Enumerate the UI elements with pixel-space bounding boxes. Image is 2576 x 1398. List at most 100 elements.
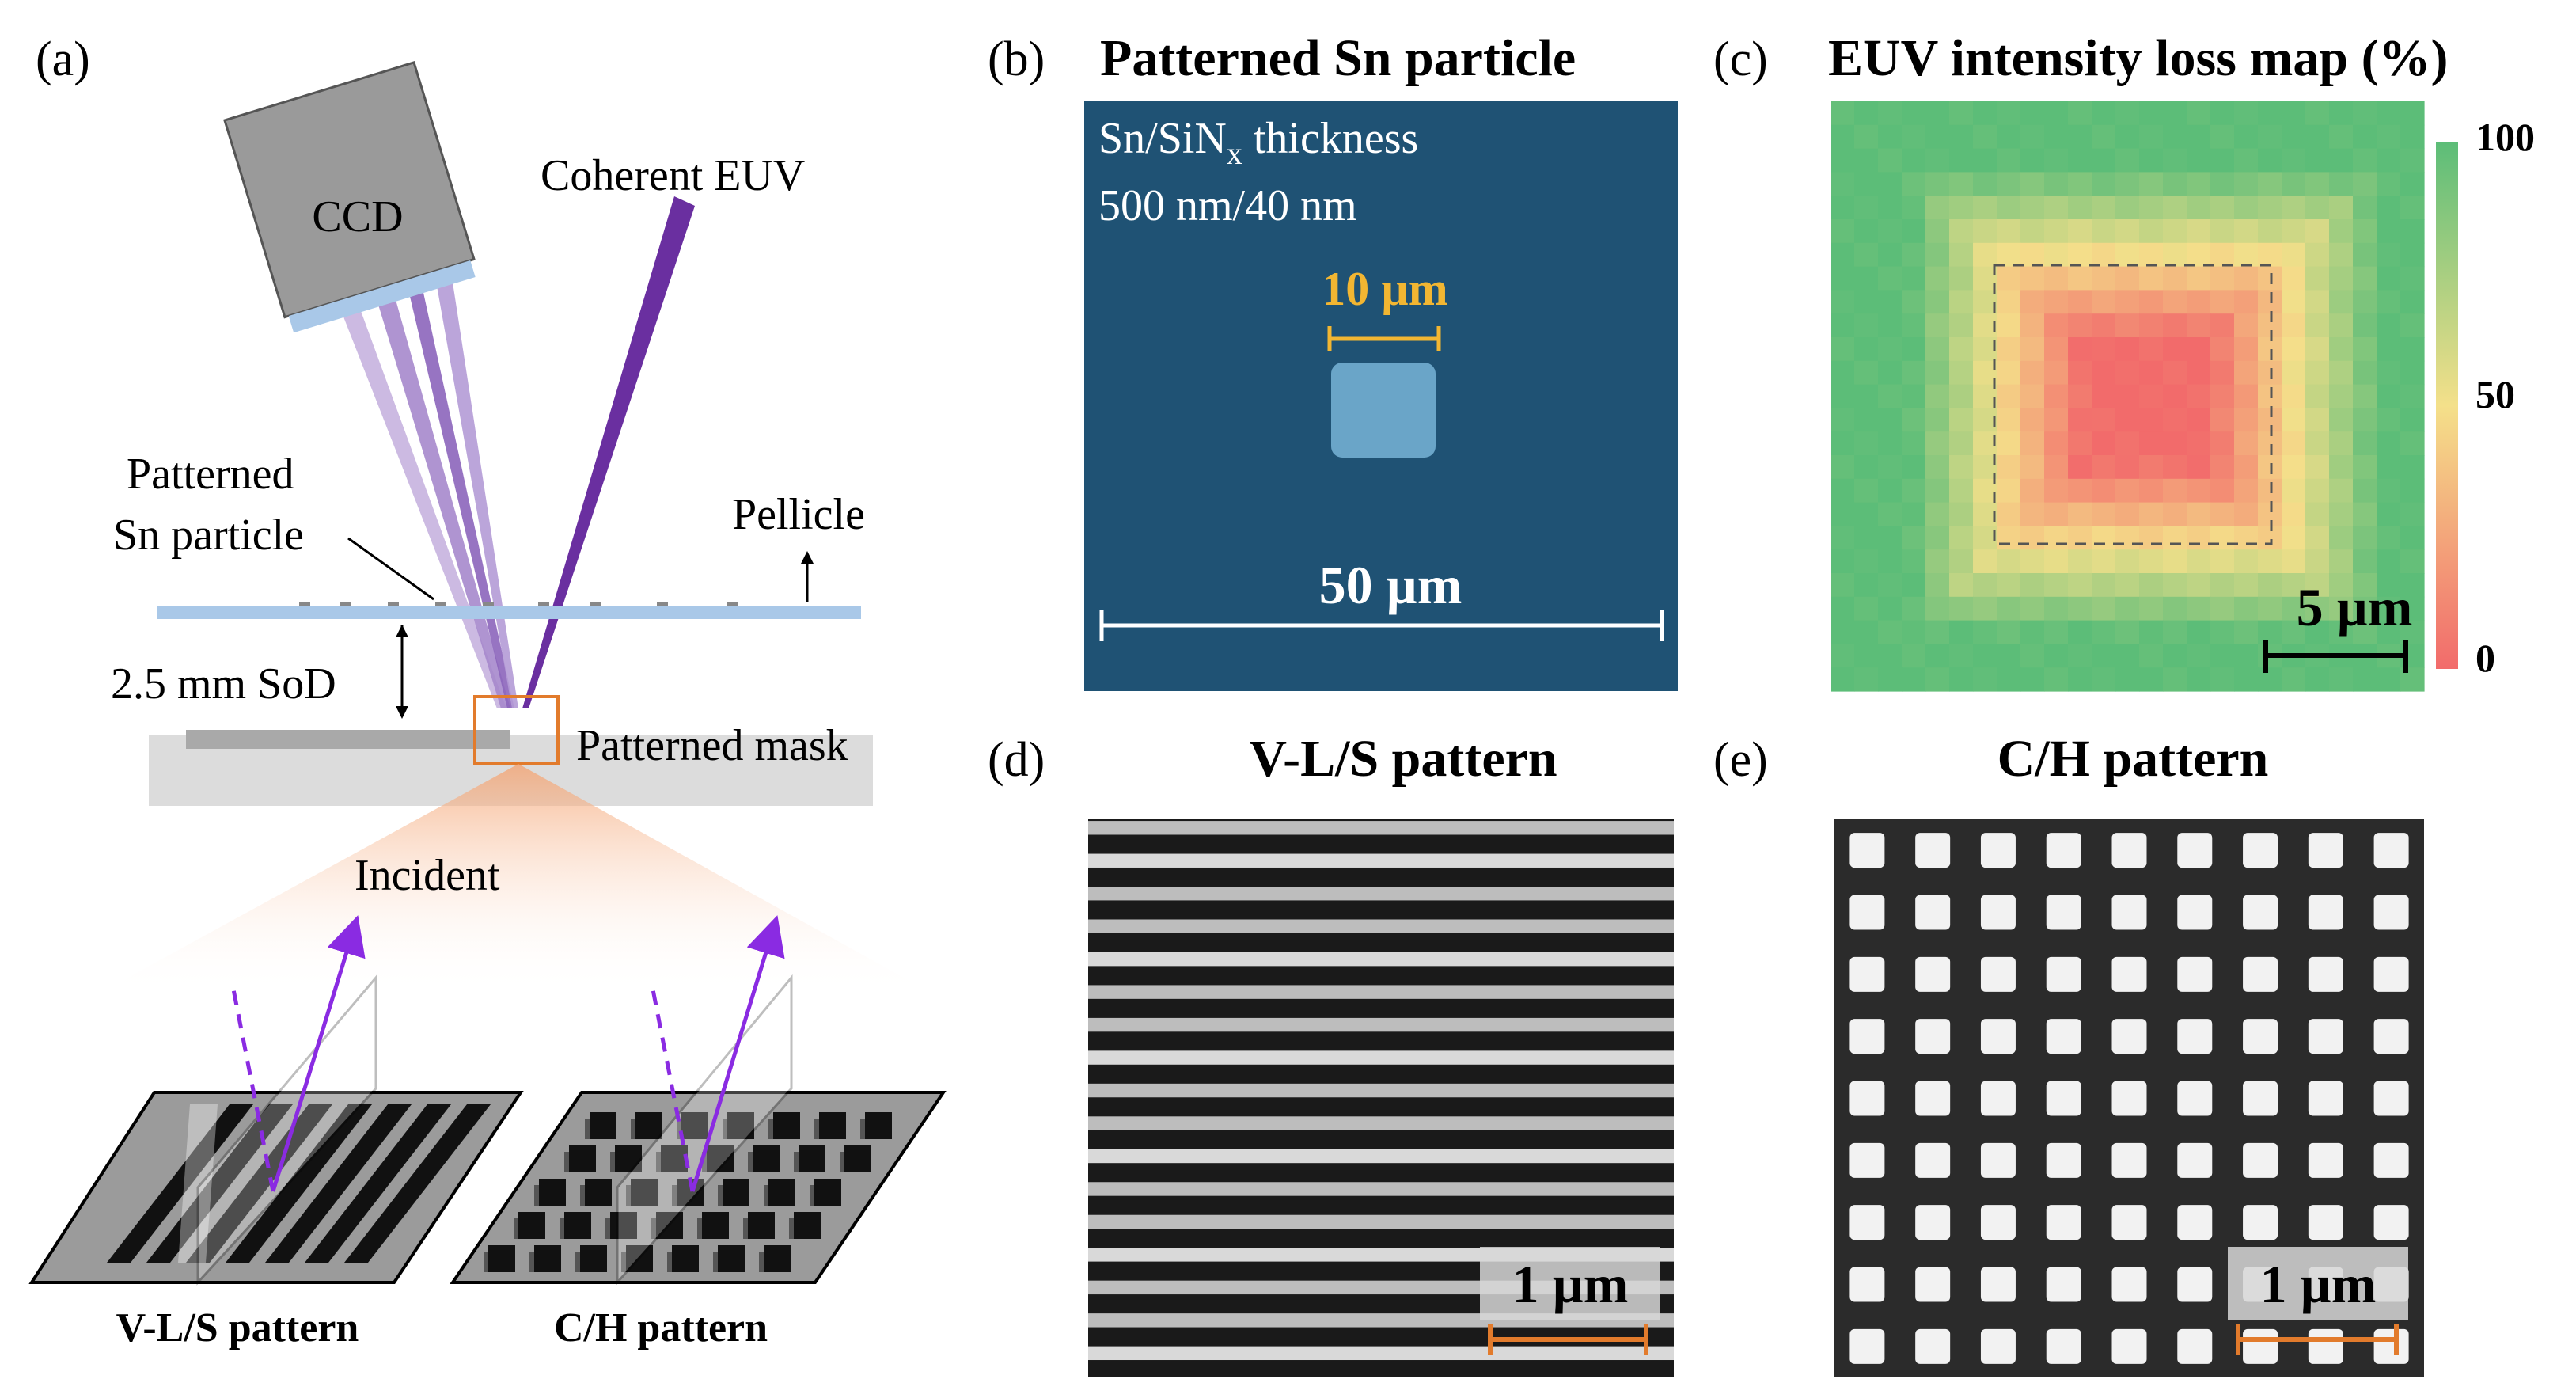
heatmap-cell [1949, 219, 1974, 244]
heatmap-cell [2210, 266, 2235, 291]
heatmap-cell [1925, 502, 1950, 526]
heatmap-cell [1902, 455, 1926, 480]
contact-hole [1849, 1267, 1885, 1302]
scale-bar-10um [1327, 326, 1441, 351]
heatmap-cell [2020, 526, 2045, 550]
heatmap-cell [1997, 124, 2021, 150]
pellicle-particles [299, 602, 738, 606]
ch-block [799, 1145, 825, 1172]
heatmap-cell [2068, 148, 2092, 173]
contact-hole [2046, 833, 2081, 868]
heatmap-cell [2187, 502, 2211, 526]
heatmap-cell [1902, 219, 1926, 244]
heatmap-cell [2258, 408, 2282, 432]
heatmap-cell [2139, 172, 2164, 196]
heatmap-cell [1902, 478, 1926, 503]
ch-block-side [723, 1119, 727, 1139]
heatmap-cell [2092, 620, 2116, 644]
heatmap-cell [1878, 290, 1903, 314]
patterned-particle-label-1: Patterned [127, 450, 294, 499]
heatmap-cell [1949, 502, 1974, 526]
heatmap-cell [1902, 172, 1926, 196]
heatmap-cell [2044, 431, 2069, 456]
contact-hole [2111, 895, 2147, 930]
heatmap-cell [2377, 219, 2401, 244]
heatmap-cell [1997, 408, 2021, 432]
heatmap-cell [2377, 124, 2401, 150]
heatmap-cell [1902, 644, 1926, 668]
heatmap-cell [1997, 478, 2021, 503]
heatmap-cell [2353, 219, 2377, 244]
heatmap-cell [1997, 526, 2021, 550]
heatmap-cell [2282, 172, 2306, 196]
panel-a-label: (a) [36, 32, 90, 86]
heatmap-cell [1949, 526, 1974, 550]
heatmap-cell [2258, 242, 2282, 268]
heatmap-cell [2305, 384, 2330, 408]
heatmap-cell [1925, 242, 1950, 268]
heatmap-cell [2092, 431, 2116, 456]
heatmap-cell [2305, 549, 2330, 574]
heatmap-cell [2115, 526, 2140, 550]
ch-block [564, 1212, 591, 1239]
ch-3d-pattern [450, 915, 947, 1286]
intensity-loss-heatmap [1831, 101, 2425, 692]
heatmap-cell [1854, 124, 1879, 150]
heatmap-cell [2305, 196, 2330, 220]
heatmap-cell [2305, 313, 2330, 338]
heatmap-cell [1902, 573, 1926, 598]
contact-hole [1915, 1019, 1951, 1054]
heatmap-cell [2092, 667, 2116, 692]
line-stripe [1088, 887, 1674, 901]
heatmap-cell [2258, 596, 2282, 621]
contact-hole [1849, 1081, 1885, 1116]
heatmap-cell [2258, 502, 2282, 526]
heatmap-cell [1949, 148, 1974, 173]
heatmap-cell [2210, 290, 2235, 314]
heatmap-cell [2305, 620, 2330, 644]
heatmap-cell [2353, 620, 2377, 644]
heatmap-cell [2020, 573, 2045, 598]
heatmap-cell [2187, 172, 2211, 196]
panel-c-label: (c) [1713, 32, 1768, 86]
coherent-euv-label: Coherent EUV [541, 151, 805, 200]
heatmap-cell [2115, 408, 2140, 432]
heatmap-cell [2400, 219, 2425, 244]
heatmap-cell [2163, 549, 2187, 574]
heatmap-cell [2020, 620, 2045, 644]
heatmap-cell [2068, 667, 2092, 692]
heatmap-cell [1831, 455, 1855, 480]
heatmap-cell [2234, 360, 2259, 386]
heatmap-cell [1997, 101, 2021, 126]
contact-hole [2243, 1205, 2278, 1240]
heatmap-cell [1949, 360, 1974, 386]
ch-block [488, 1245, 515, 1272]
heatmap-cell [2329, 502, 2354, 526]
contact-hole [2243, 833, 2278, 868]
heatmap-cell [1925, 620, 1950, 644]
heatmap-cell [2329, 573, 2354, 598]
heatmap-cell [2377, 313, 2401, 338]
ch-block-side [713, 1252, 718, 1272]
heatmap-cell [2305, 290, 2330, 314]
scale-box-d [1480, 1247, 1660, 1320]
contact-hole [2308, 1142, 2343, 1178]
heatmap-cell [1831, 549, 1855, 574]
heatmap-cell [1997, 667, 2021, 692]
contact-hole [2373, 1142, 2409, 1178]
heatmap-cell [2353, 266, 2377, 291]
panel-a: (a) CCD Coherent EUV Patterned Sn partic… [28, 32, 947, 1351]
heatmap-cell [2187, 101, 2211, 126]
heatmap-cell [2092, 384, 2116, 408]
heatmap-cell [2234, 337, 2259, 362]
heatmap-cell [2115, 455, 2140, 480]
contact-hole [2308, 1081, 2343, 1116]
heatmap-cell [1878, 313, 1903, 338]
contact-hole [2111, 1267, 2147, 1302]
heatmap-cell [2400, 502, 2425, 526]
heatmap-cell [1878, 455, 1903, 480]
heatmap-cell [1831, 242, 1855, 268]
heatmap-cell [2068, 337, 2092, 362]
heatmap-cell [2377, 549, 2401, 574]
particle-pointer [347, 537, 434, 601]
